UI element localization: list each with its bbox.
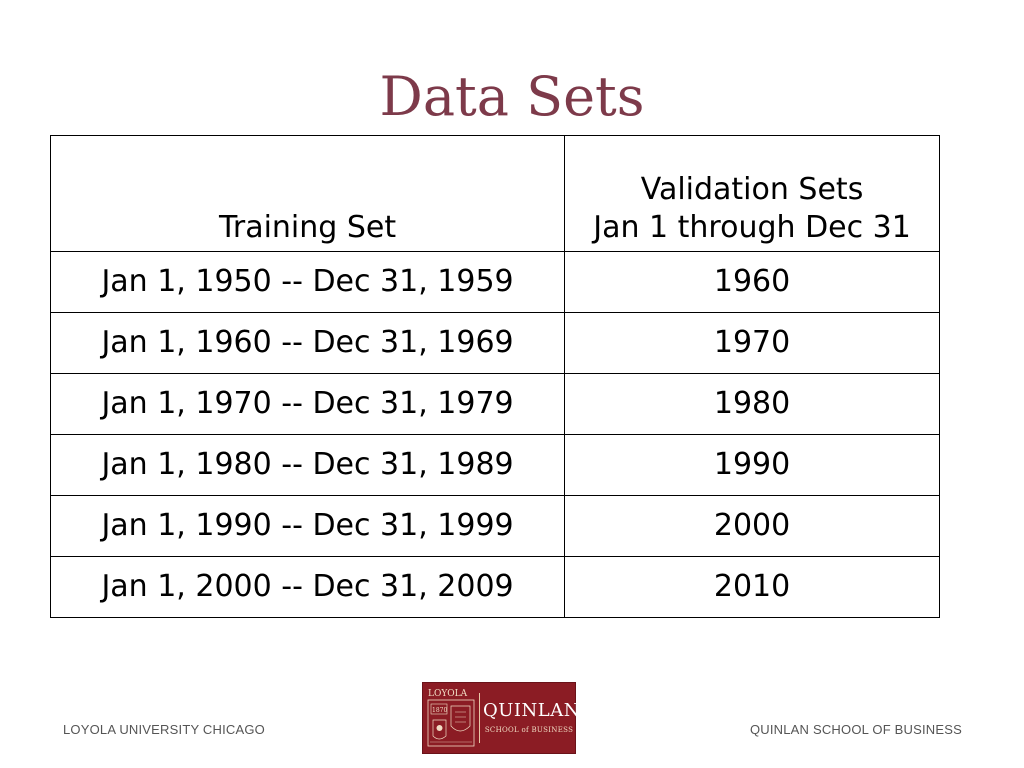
training-cell: Jan 1, 1950 -- Dec 31, 1959	[49, 251, 566, 313]
training-cell: Jan 1, 1990 -- Dec 31, 1999	[49, 495, 566, 557]
svg-text:1870: 1870	[432, 707, 447, 714]
logo-divider	[479, 693, 480, 743]
validation-cell: 1960	[564, 251, 940, 313]
table-row: Jan 1, 1990 -- Dec 31, 1999 2000	[49, 495, 940, 557]
validation-cell: 2010	[564, 556, 940, 618]
training-cell: Jan 1, 1980 -- Dec 31, 1989	[49, 434, 566, 496]
training-cell: Jan 1, 1960 -- Dec 31, 1969	[49, 312, 566, 374]
validation-header-line1: Validation Sets	[640, 172, 864, 207]
data-sets-table: Training Set Validation Sets Jan 1 throu…	[49, 135, 940, 618]
validation-cell: 1980	[564, 373, 940, 435]
svg-text:LOYOLA: LOYOLA	[428, 689, 468, 699]
table-row: Jan 1, 1950 -- Dec 31, 1959 1960	[49, 251, 940, 313]
table-header-row: Training Set Validation Sets Jan 1 throu…	[49, 135, 940, 252]
training-cell: Jan 1, 2000 -- Dec 31, 2009	[49, 556, 566, 618]
slide-title: Data Sets	[379, 65, 645, 128]
training-set-header: Training Set	[49, 135, 566, 252]
training-cell: Jan 1, 1970 -- Dec 31, 1979	[49, 373, 566, 435]
table-row: Jan 1, 1960 -- Dec 31, 1969 1970	[49, 312, 940, 374]
validation-header-line2: Jan 1 through Dec 31	[593, 210, 911, 245]
table-row: Jan 1, 2000 -- Dec 31, 2009 2010	[49, 556, 940, 618]
footer-school-name: QUINLAN SCHOOL OF BUSINESS	[749, 722, 962, 737]
validation-cell: 1990	[564, 434, 940, 496]
logo-school-name: QUINLAN	[483, 700, 580, 721]
footer-university-name: LOYOLA UNIVERSITY CHICAGO	[63, 722, 265, 737]
table-row: Jan 1, 1970 -- Dec 31, 1979 1980	[49, 373, 940, 435]
validation-cell: 2000	[564, 495, 940, 557]
table-row: Jan 1, 1980 -- Dec 31, 1989 1990	[49, 434, 940, 496]
validation-sets-header: Validation Sets Jan 1 through Dec 31	[564, 135, 940, 252]
logo-school-subtitle: SCHOOL of BUSINESS	[484, 726, 574, 734]
quinlan-logo: LOYOLA 1870 QUINLAN SCHOOL of BUSINESS	[422, 682, 580, 754]
validation-cell: 1970	[564, 312, 940, 374]
loyola-seal-icon: LOYOLA 1870	[427, 689, 475, 747]
